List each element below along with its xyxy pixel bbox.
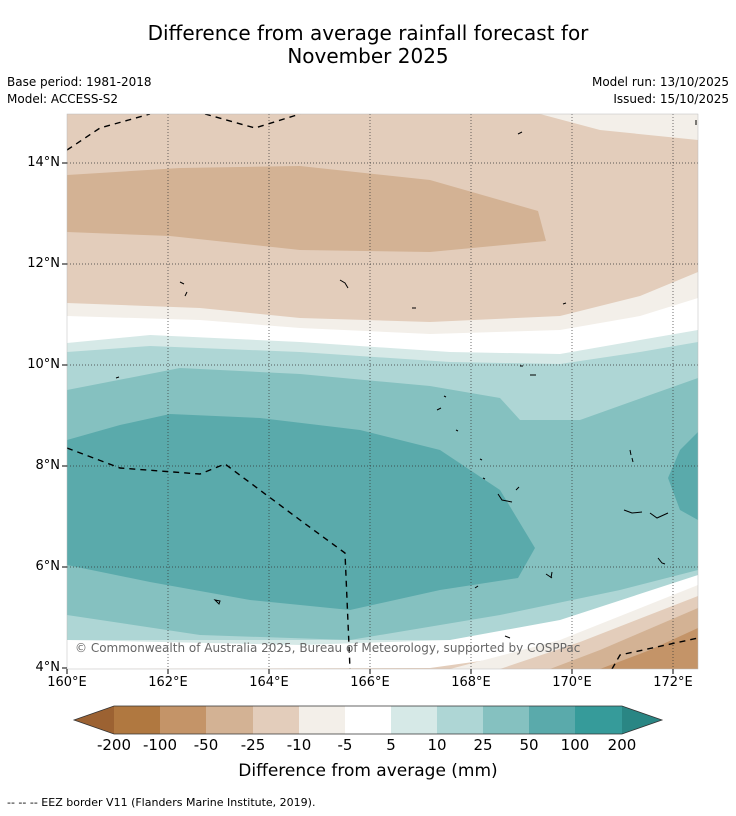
copyright-notice: © Commonwealth of Australia 2025, Bureau… — [75, 641, 581, 655]
model-name: Model: ACCESS-S2 — [7, 92, 119, 106]
colorbar-label-neg200: -200 — [96, 736, 132, 754]
colorbar-label-neg50: -50 — [193, 736, 219, 754]
colorbar-seg-3 — [206, 706, 253, 734]
lon-label-172: 172°E — [653, 675, 693, 690]
lon-label-164: 164°E — [249, 675, 289, 690]
colorbar-seg-11 — [575, 706, 622, 734]
meta-left: Base period: 1981-2018 Model: ACCESS-S2 — [7, 74, 152, 108]
lon-label-160: 160°E — [47, 675, 87, 690]
colorbar-label-neg25: -25 — [240, 736, 266, 754]
colorbar-seg-9 — [483, 706, 529, 734]
colorbar-label-neg10: -10 — [286, 736, 312, 754]
map-frame — [66, 113, 699, 670]
lat-label-8: 8°N — [35, 458, 61, 473]
eez-footnote: -- -- -- EEZ border V11 (Flanders Marine… — [7, 796, 316, 809]
colorbar-seg-8 — [437, 706, 483, 734]
lon-label-168: 168°E — [451, 675, 491, 690]
colorbar-label-5: 5 — [386, 736, 396, 754]
lat-label-6: 6°N — [35, 559, 61, 574]
base-period: Base period: 1981-2018 — [7, 75, 152, 89]
eez-border — [67, 114, 698, 669]
colorbar-label-50: 50 — [519, 736, 539, 754]
colorbar-seg-10 — [529, 706, 575, 734]
contour-neg50 — [67, 166, 546, 252]
lat-label-10: 10°N — [27, 357, 60, 372]
colorbar-outline — [72, 705, 664, 735]
issued-date: Issued: 15/10/2025 — [613, 92, 729, 106]
islands — [115, 120, 697, 639]
contour-neg100-bottom — [600, 628, 698, 669]
colorbar-seg-4 — [253, 706, 299, 734]
lon-label-170: 170°E — [552, 675, 592, 690]
lat-label-12: 12°N — [27, 256, 60, 271]
contour-neg10-top — [540, 114, 698, 140]
colorbar-label-neg100: -100 — [142, 736, 178, 754]
map-title: Difference from average rainfall forecas… — [0, 22, 736, 68]
colorbar-seg-6 — [345, 706, 391, 734]
colorbar-seg-2 — [160, 706, 206, 734]
title-line-2: November 2025 — [287, 44, 449, 68]
colorbar-label-neg5: -5 — [337, 736, 353, 754]
colorbar-label-10: 10 — [427, 736, 447, 754]
lon-label-162: 162°E — [148, 675, 188, 690]
meta-right: Model run: 13/10/2025 Issued: 15/10/2025 — [592, 74, 729, 108]
colorbar-label-25: 25 — [473, 736, 493, 754]
lat-label-4: 4°N — [35, 660, 61, 675]
colorbar-upper-extend — [622, 706, 662, 734]
colorbar-label-100: 100 — [560, 736, 590, 754]
colorbar-title: Difference from average (mm) — [238, 761, 498, 781]
colorbar — [72, 705, 664, 735]
lon-label-166: 166°E — [350, 675, 390, 690]
lat-label-14: 14°N — [27, 155, 60, 170]
axis-ticks — [62, 162, 674, 674]
map-contours — [67, 114, 698, 669]
model-run: Model run: 13/10/2025 — [591, 75, 729, 89]
colorbar-seg-7 — [391, 706, 437, 734]
graticule — [67, 114, 698, 669]
colorbar-lower-extend — [74, 706, 114, 734]
contour-pos50-right — [668, 432, 698, 520]
colorbar-label-200: 200 — [607, 736, 637, 754]
colorbar-seg-5 — [299, 706, 345, 734]
colorbar-seg-1 — [114, 706, 160, 734]
contour-pos50 — [67, 414, 535, 610]
title-line-1: Difference from average rainfall forecas… — [147, 21, 589, 45]
